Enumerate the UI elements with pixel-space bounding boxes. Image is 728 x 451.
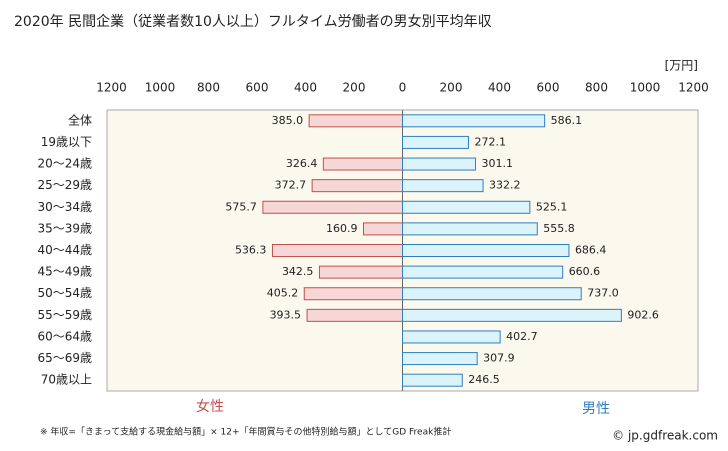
- x-tick-label: 1000: [630, 81, 661, 95]
- bar: [308, 114, 404, 128]
- y-tick-label: 40～44歳: [37, 243, 92, 257]
- y-tick-label: 全体: [68, 112, 92, 127]
- unit-label: [万円]: [665, 59, 698, 73]
- bar: [402, 157, 477, 171]
- y-tick-label: 20～24歳: [37, 157, 92, 171]
- x2-tick-label: 1000: [145, 81, 176, 95]
- x2-tick-label: 1200: [96, 81, 127, 95]
- data-label: 555.8: [543, 222, 575, 235]
- data-label: 307.9: [483, 352, 515, 365]
- data-label: 686.4: [575, 244, 607, 257]
- bar: [402, 287, 582, 301]
- bar: [318, 265, 404, 279]
- bar: [402, 135, 469, 149]
- y-tick-label: 60～64歳: [37, 329, 92, 343]
- y-tick-label: 50～54歳: [37, 286, 92, 300]
- bar: [402, 179, 484, 193]
- bar: [311, 179, 403, 193]
- data-label: 536.3: [235, 244, 267, 257]
- data-label: 586.1: [551, 114, 583, 127]
- chart-title: 2020年 民間企業（従業者数10人以上）フルタイム労働者の男女別平均年収: [14, 13, 492, 30]
- data-label: 902.6: [627, 308, 659, 321]
- y-tick-label: 25～29歳: [37, 178, 92, 192]
- bar: [362, 222, 403, 236]
- bar: [322, 157, 403, 171]
- legend-label: 女性: [196, 398, 224, 415]
- data-label: 160.9: [326, 222, 358, 235]
- y-tick-label: 65～69歳: [37, 351, 92, 365]
- bar: [402, 308, 622, 322]
- y-tick-label: 45～49歳: [37, 265, 92, 279]
- x-tick-label: 0: [399, 81, 407, 95]
- x2-tick-label: 200: [343, 81, 366, 95]
- bar: [306, 308, 404, 322]
- y-tick-label: 30～34歳: [37, 200, 92, 214]
- y-tick-label: 70歳以上: [41, 373, 92, 387]
- y-tick-label: 55～59歳: [37, 308, 92, 322]
- bar: [262, 200, 404, 214]
- data-label: 246.5: [468, 373, 500, 386]
- bar: [402, 265, 564, 279]
- bar: [402, 114, 546, 128]
- data-label: 737.0: [587, 287, 619, 300]
- x-tick-label: 400: [488, 81, 511, 95]
- bar: [402, 330, 501, 344]
- data-label: 405.2: [267, 287, 299, 300]
- data-label: 525.1: [536, 200, 568, 213]
- bar: [402, 244, 570, 257]
- legend-label: 男性: [582, 401, 610, 417]
- data-label: 272.1: [474, 135, 506, 148]
- y-tick-label: 19歳以下: [41, 135, 92, 149]
- x2-tick-label: 800: [197, 81, 220, 95]
- x-tick-label: 800: [585, 81, 608, 95]
- footnote: ※ 年収=「きまって支給する現金給与額」× 12+「年間賞与その他特別給与額」と…: [40, 426, 451, 438]
- x2-tick-label: 400: [294, 81, 317, 95]
- y-tick-label: 35～39歳: [37, 221, 92, 235]
- data-label: 385.0: [272, 114, 304, 127]
- x-tick-label: 1200: [678, 81, 709, 95]
- data-label: 332.2: [489, 179, 520, 192]
- bar: [271, 244, 403, 257]
- data-label: 301.1: [482, 157, 513, 170]
- data-label: 660.6: [569, 265, 601, 278]
- data-label: 393.5: [270, 308, 302, 321]
- bar: [402, 373, 463, 387]
- data-label: 342.5: [282, 265, 314, 278]
- x-tick-label: 200: [440, 81, 463, 95]
- bar: [402, 200, 531, 214]
- credit: © jp.gdfreak.com: [612, 429, 718, 443]
- x-tick-label: 600: [537, 81, 560, 95]
- x2-tick-label: 600: [246, 81, 269, 95]
- data-label: 372.7: [275, 179, 307, 192]
- data-label: 575.7: [225, 200, 257, 213]
- data-label: 402.7: [506, 330, 538, 343]
- bar: [402, 352, 478, 366]
- bar: [303, 287, 404, 301]
- data-label: 326.4: [286, 157, 318, 170]
- bar: [402, 222, 538, 236]
